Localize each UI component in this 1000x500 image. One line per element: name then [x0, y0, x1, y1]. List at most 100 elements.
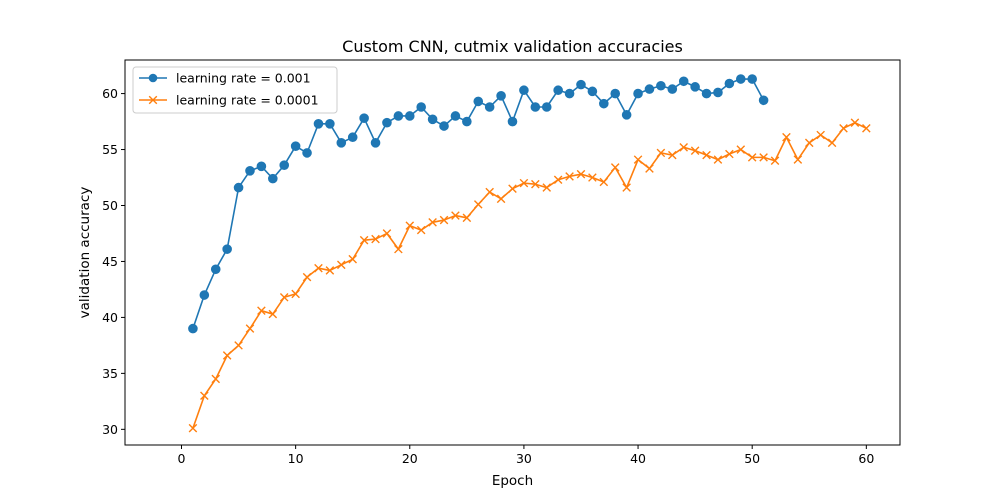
data-point	[747, 74, 757, 84]
data-point	[667, 150, 677, 160]
data-point	[439, 215, 449, 225]
data-point	[234, 341, 243, 350]
data-point	[701, 88, 712, 99]
data-point	[610, 88, 621, 99]
data-point	[678, 76, 689, 87]
data-point	[782, 132, 791, 142]
series-1	[188, 74, 769, 334]
data-point	[439, 121, 449, 131]
y-tick-label: 55	[102, 142, 118, 157]
data-point	[862, 123, 871, 133]
data-point	[268, 309, 278, 319]
data-point	[371, 234, 380, 244]
data-point	[302, 272, 312, 282]
data-point	[690, 146, 700, 155]
legend-label: learning rate = 0.001	[176, 71, 311, 86]
plot-frame	[124, 59, 901, 446]
data-point	[314, 263, 323, 273]
data-point	[667, 84, 678, 94]
data-point	[188, 423, 198, 433]
data-point	[325, 266, 335, 275]
data-point	[679, 143, 689, 152]
data-point	[382, 229, 392, 238]
data-point	[222, 244, 232, 254]
y-axis-label: validation accuracy	[77, 187, 93, 319]
y-axis: 30 35 40 45 50 55 60	[102, 86, 125, 437]
data-point	[713, 87, 723, 98]
x-axis-label: Epoch	[492, 473, 533, 489]
series-layer	[188, 74, 871, 433]
data-point	[257, 306, 266, 315]
data-point	[484, 102, 495, 112]
legend: learning rate = 0.001 learning rate = 0.0…	[132, 66, 338, 114]
data-point	[245, 324, 255, 333]
data-point	[542, 183, 552, 192]
y-tick-label: 45	[102, 254, 118, 269]
data-point	[622, 183, 631, 192]
data-point	[758, 95, 769, 106]
y-tick-label: 50	[102, 198, 118, 213]
x-tick-label: 50	[744, 451, 760, 466]
data-point	[462, 213, 472, 223]
y-tick-label: 40	[102, 310, 118, 325]
data-point	[599, 98, 609, 109]
data-point	[759, 153, 768, 162]
data-point	[496, 91, 506, 101]
data-point	[793, 155, 803, 164]
data-point	[690, 82, 700, 92]
data-point	[725, 149, 734, 159]
data-point	[633, 88, 643, 99]
data-point	[519, 178, 529, 188]
data-point	[302, 148, 312, 158]
y-tick-label: 35	[102, 366, 118, 381]
data-point	[839, 123, 848, 133]
data-point	[770, 156, 780, 166]
legend-item: learning rate = 0.001	[139, 71, 311, 86]
data-point	[370, 138, 381, 148]
data-point	[644, 84, 655, 94]
y-tick-label: 60	[102, 86, 118, 101]
data-point	[211, 374, 221, 384]
data-point	[564, 88, 575, 99]
data-point	[325, 118, 335, 129]
x-tick-label: 0	[178, 451, 186, 466]
data-point	[508, 184, 517, 194]
x-tick-label: 60	[858, 451, 874, 466]
data-point	[656, 80, 666, 91]
data-point	[827, 138, 837, 148]
data-point	[291, 289, 300, 299]
data-point	[576, 79, 586, 90]
data-point	[450, 111, 461, 121]
data-point	[359, 235, 369, 245]
data-point	[416, 225, 426, 235]
data-point	[496, 194, 506, 204]
data-point	[713, 155, 723, 164]
data-point	[702, 150, 711, 160]
data-point	[200, 391, 209, 401]
legend-box	[132, 66, 338, 114]
data-point	[462, 116, 472, 127]
data-point	[621, 110, 632, 120]
data-point	[735, 74, 746, 84]
data-point	[256, 161, 267, 172]
data-point	[656, 148, 666, 158]
series-2	[188, 118, 871, 433]
data-point	[451, 211, 460, 220]
data-point	[565, 172, 574, 181]
data-point	[394, 244, 403, 254]
data-point	[541, 102, 552, 112]
x-tick-label: 40	[630, 451, 646, 466]
data-point	[599, 177, 609, 187]
data-point	[610, 163, 620, 172]
data-point	[747, 153, 757, 162]
data-point	[473, 96, 484, 107]
data-point	[736, 145, 746, 154]
data-point	[347, 132, 358, 143]
data-point	[531, 179, 540, 189]
data-point	[850, 118, 860, 127]
data-point	[553, 85, 563, 96]
legend-label: learning rate = 0.0001	[176, 93, 319, 108]
data-point	[530, 102, 541, 112]
data-point	[519, 85, 529, 96]
